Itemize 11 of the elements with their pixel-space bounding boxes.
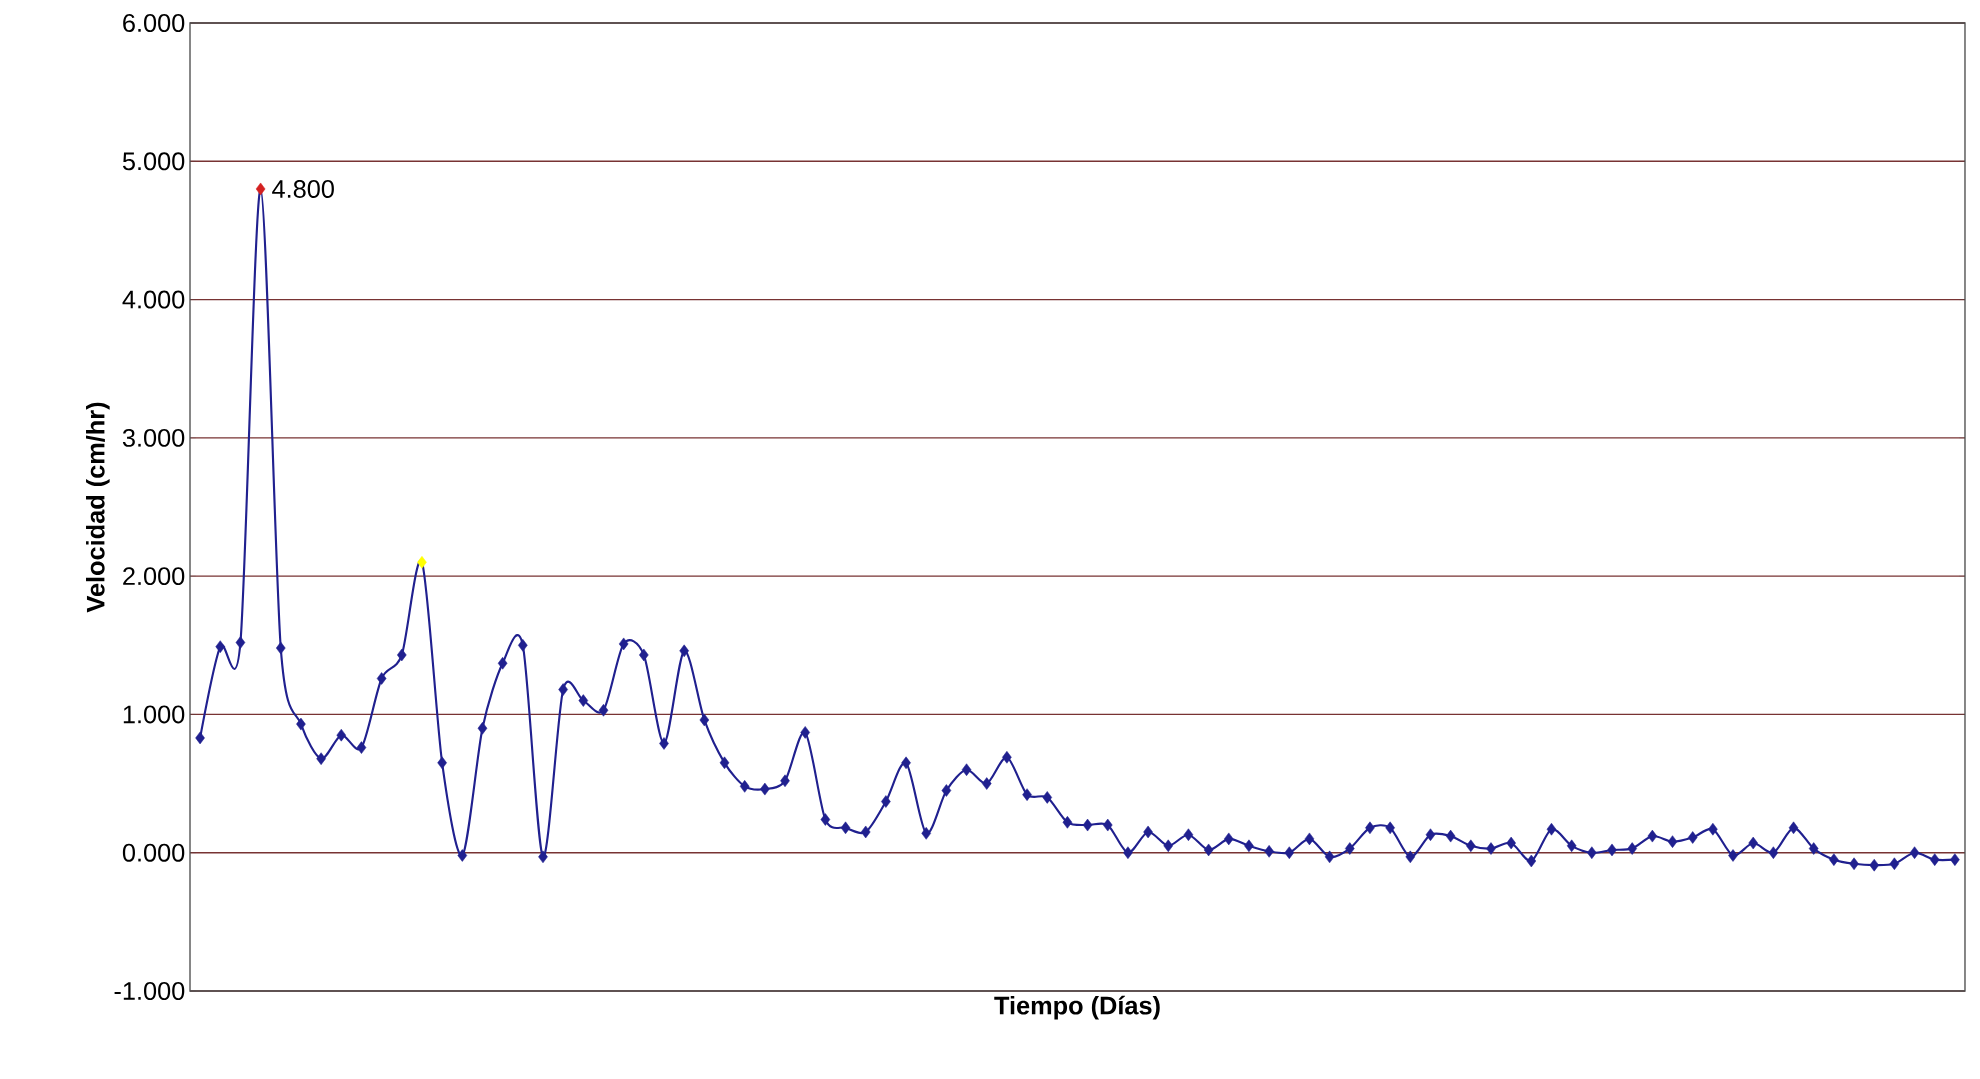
y-tick-label: 3.000 [122,428,185,447]
data-label: 4.800 [272,179,334,198]
y-axis-title: Velocidad (cm/hr) [86,402,110,613]
y-tick-label: 0.000 [122,843,185,862]
y-tick-label: 4.000 [122,290,185,309]
y-tick-label: 5.000 [122,152,185,171]
x-axis-title: Tiempo (Días) [994,995,1160,1020]
y-tick-label: 2.000 [123,567,185,586]
y-tick-label: 1.000 [123,705,185,724]
y-tick-label: 6.000 [123,14,185,32]
y-tick-label: -1.000 [114,982,185,1000]
